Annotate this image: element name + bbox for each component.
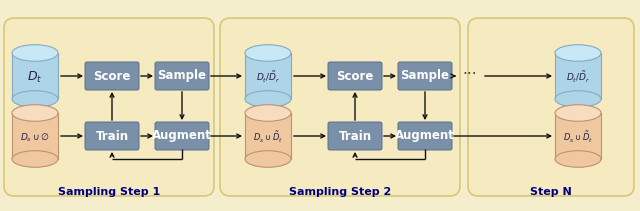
Text: Sample: Sample [157, 69, 207, 83]
FancyBboxPatch shape [398, 62, 452, 90]
Ellipse shape [245, 105, 291, 121]
FancyBboxPatch shape [220, 18, 460, 196]
Ellipse shape [12, 151, 58, 167]
Ellipse shape [555, 105, 601, 121]
Text: ···: ··· [463, 66, 477, 81]
Text: Sampling Step 2: Sampling Step 2 [289, 187, 391, 197]
Text: Augment: Augment [152, 130, 212, 142]
Text: $D_s \cup \tilde{D}_t$: $D_s \cup \tilde{D}_t$ [563, 130, 593, 145]
Ellipse shape [12, 45, 58, 61]
Ellipse shape [555, 91, 601, 107]
FancyBboxPatch shape [468, 18, 634, 196]
Bar [12, 113, 58, 159]
Text: Score: Score [93, 69, 131, 83]
Ellipse shape [555, 45, 601, 61]
FancyBboxPatch shape [85, 122, 139, 150]
Text: $D_s \cup \tilde{D}_t$: $D_s \cup \tilde{D}_t$ [253, 130, 283, 145]
Text: Augment: Augment [395, 130, 455, 142]
Bar [245, 113, 291, 159]
Text: $D_t$: $D_t$ [28, 70, 43, 85]
Text: Score: Score [336, 69, 374, 83]
Ellipse shape [12, 91, 58, 107]
Text: Sample: Sample [401, 69, 449, 83]
Text: $D_s \cup \emptyset$: $D_s \cup \emptyset$ [20, 131, 50, 144]
FancyBboxPatch shape [85, 62, 139, 90]
Bar [555, 53, 601, 99]
Ellipse shape [555, 151, 601, 167]
FancyBboxPatch shape [328, 62, 382, 90]
Bar [12, 53, 58, 99]
Bar [245, 53, 291, 99]
Text: Train: Train [339, 130, 372, 142]
Ellipse shape [12, 105, 58, 121]
FancyBboxPatch shape [155, 122, 209, 150]
Text: Train: Train [95, 130, 129, 142]
Text: Step N: Step N [530, 187, 572, 197]
FancyBboxPatch shape [398, 122, 452, 150]
Text: Sampling Step 1: Sampling Step 1 [58, 187, 160, 197]
FancyBboxPatch shape [155, 62, 209, 90]
Text: $D_t/\tilde{D}_r$: $D_t/\tilde{D}_r$ [566, 70, 590, 85]
Ellipse shape [245, 91, 291, 107]
Ellipse shape [245, 151, 291, 167]
FancyBboxPatch shape [328, 122, 382, 150]
Text: $D_t/\tilde{D}_r$: $D_t/\tilde{D}_r$ [255, 70, 280, 85]
Ellipse shape [245, 45, 291, 61]
FancyBboxPatch shape [4, 18, 214, 196]
Bar [555, 113, 601, 159]
